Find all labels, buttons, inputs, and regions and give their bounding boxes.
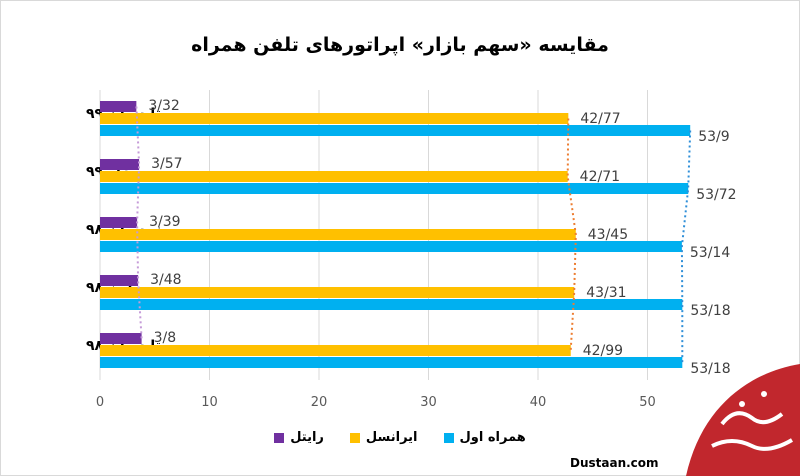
data-label-1-1: 42/71 bbox=[580, 169, 620, 185]
legend-label-0: رایتل bbox=[290, 430, 324, 445]
x-tick-label-4: 40 bbox=[530, 395, 547, 410]
watermark: Dustaan.com bbox=[566, 456, 663, 470]
data-label-1-2: 43/45 bbox=[588, 227, 628, 243]
x-tick-label-5: 50 bbox=[639, 395, 656, 410]
bar-0-0 bbox=[100, 101, 137, 112]
legend-swatch-1 bbox=[349, 432, 360, 443]
x-tick-label-2: 20 bbox=[311, 395, 328, 410]
data-label-2-4: 53/18 bbox=[690, 361, 730, 377]
bar-2-4 bbox=[100, 357, 683, 368]
data-label-0-3: 3/48 bbox=[150, 272, 181, 288]
data-label-1-4: 42/99 bbox=[583, 343, 623, 359]
legend: همراه اول ایرانسل رایتل bbox=[0, 430, 800, 445]
data-label-2-0: 53/9 bbox=[698, 129, 729, 145]
legend-item-0: رایتل bbox=[274, 430, 324, 445]
data-label-0-2: 3/39 bbox=[149, 214, 180, 230]
x-tick-label-0: 0 bbox=[96, 395, 104, 410]
bar-1-4 bbox=[100, 345, 571, 356]
data-label-0-4: 3/8 bbox=[154, 330, 177, 346]
bar-0-4 bbox=[100, 333, 142, 344]
bar-0-3 bbox=[100, 275, 139, 286]
chart-title: مقایسه «سهم بازار» اپراتورهای تلفن همراه bbox=[191, 34, 609, 56]
data-label-2-1: 53/72 bbox=[696, 187, 736, 203]
data-label-1-3: 43/31 bbox=[586, 285, 626, 301]
x-tick-label-3: 30 bbox=[420, 395, 437, 410]
data-label-2-2: 53/14 bbox=[690, 245, 730, 261]
data-label-0-0: 3/32 bbox=[148, 98, 179, 114]
bar-2-3 bbox=[100, 299, 683, 310]
bar-2-2 bbox=[100, 241, 682, 252]
data-label-0-1: 3/57 bbox=[151, 156, 182, 172]
legend-swatch-2 bbox=[443, 432, 454, 443]
trend-line-1 bbox=[566, 118, 577, 351]
legend-item-1: ایرانسل bbox=[349, 430, 418, 445]
bar-2-0 bbox=[100, 125, 691, 136]
bar-1-3 bbox=[100, 287, 575, 298]
bar-1-0 bbox=[100, 113, 569, 124]
legend-item-2: همراه اول bbox=[443, 430, 526, 445]
magazine-logo bbox=[686, 364, 800, 476]
bar-0-1 bbox=[100, 159, 140, 170]
legend-swatch-0 bbox=[274, 432, 285, 443]
bar-2-1 bbox=[100, 183, 689, 194]
legend-label-2: همراه اول bbox=[459, 430, 526, 445]
trend-line-2 bbox=[680, 130, 692, 363]
x-tick-label-1: 10 bbox=[201, 395, 218, 410]
data-label-2-3: 53/18 bbox=[690, 303, 730, 319]
legend-label-1: ایرانسل bbox=[365, 430, 418, 445]
data-label-1-0: 42/77 bbox=[580, 111, 620, 127]
bar-1-1 bbox=[100, 171, 568, 182]
bar-0-2 bbox=[100, 217, 138, 228]
bar-1-2 bbox=[100, 229, 576, 240]
trend-line-0 bbox=[135, 106, 143, 339]
